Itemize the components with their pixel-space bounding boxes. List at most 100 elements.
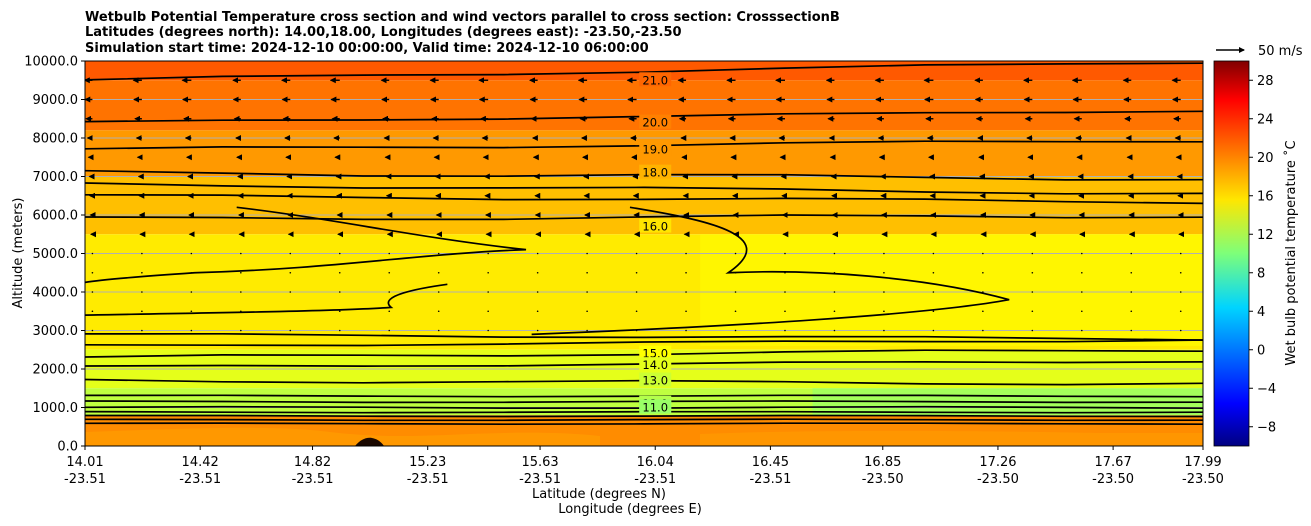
wind-vector	[784, 271, 786, 274]
x-tick-label-2: -23.51	[179, 472, 221, 487]
y-tick-label: 4000.0	[33, 286, 79, 301]
wind-vector	[883, 291, 885, 293]
chart-title-line-1: Wetbulb Potential Temperature cross sect…	[85, 10, 840, 25]
wind-vector	[586, 310, 588, 313]
wind-vector	[932, 271, 935, 274]
contour-label-bg	[639, 218, 672, 233]
contour-line	[85, 193, 1203, 205]
wind-vector	[982, 291, 984, 293]
surface-warm-patch	[85, 427, 600, 446]
wind-vector	[141, 252, 143, 255]
wind-vector	[190, 310, 193, 313]
colorbar-tick-label: 0	[1257, 343, 1265, 358]
wind-vector	[240, 310, 242, 313]
wind-vector	[734, 291, 737, 293]
contour-labels: 21.020.019.018.016.015.014.013.012.011.0	[639, 72, 672, 415]
wind-vector	[141, 310, 143, 313]
wind-vector	[1179, 329, 1182, 332]
wind-vector	[635, 291, 638, 293]
contour-label-bg	[639, 114, 672, 129]
y-tick-label: 7000.0	[33, 170, 79, 185]
wind-vector	[1130, 271, 1133, 274]
x-tick-label-2: -23.51	[634, 472, 676, 487]
x-axis-label: Latitude (degrees N)	[532, 487, 666, 502]
wind-vector	[1081, 271, 1083, 274]
contour-line	[85, 62, 1203, 81]
colorbar-tick-label: −4	[1257, 382, 1276, 397]
wind-vector	[536, 291, 539, 293]
colorbar-label: Wet bulb potential temperature ˚C	[1283, 140, 1299, 365]
contour-label: 11.0	[642, 401, 668, 415]
wind-vector	[1130, 329, 1133, 332]
colorbar-tick-label: 20	[1257, 151, 1274, 166]
wind-vector	[1081, 291, 1083, 293]
contour-line	[85, 206, 527, 284]
wind-vector	[240, 329, 242, 332]
wind-vector	[388, 291, 391, 293]
contour-label-bg	[639, 399, 672, 414]
wind-vector	[487, 271, 489, 274]
y-tick-label: 1000.0	[33, 401, 79, 416]
wind-vector	[190, 271, 193, 274]
contour-label-bg	[639, 345, 672, 360]
wind-vector	[240, 271, 242, 274]
y-tick-label: 9000.0	[33, 93, 79, 108]
wind-vector	[833, 291, 836, 293]
wind-vector	[487, 252, 489, 255]
wind-vector	[635, 310, 638, 313]
wind-vector	[586, 291, 588, 293]
wind-vector	[437, 252, 440, 255]
surface-warm-patch	[700, 430, 1203, 446]
wind-vector	[1179, 310, 1182, 313]
contour-line	[85, 414, 1203, 418]
wind-vector	[338, 310, 341, 313]
wind-vector	[586, 329, 588, 332]
wind-vector	[289, 329, 292, 332]
x-tick-label-2: -23.50	[1092, 472, 1134, 487]
contour-label-bg	[639, 372, 672, 387]
wind-vector	[635, 252, 638, 255]
wind-vector	[388, 310, 391, 313]
colorbar-tick-label: 12	[1257, 228, 1274, 243]
wind-vector	[1031, 252, 1034, 255]
wind-vector	[437, 271, 440, 274]
wind-vector	[536, 329, 539, 332]
wind-vector	[833, 252, 836, 255]
wind-vector	[437, 310, 440, 313]
colorbar	[1213, 60, 1250, 447]
colorbar-tick-label: 24	[1257, 112, 1274, 127]
wind-vector	[635, 329, 638, 332]
wind-vector	[536, 252, 539, 255]
wind-vector	[536, 271, 539, 274]
wind-vector	[586, 271, 588, 274]
y-tick-label: 10000.0	[24, 55, 78, 70]
wind-vector	[240, 252, 242, 255]
wind-vector	[141, 271, 143, 274]
x-tick-label: 15.63	[521, 455, 558, 470]
wind-vector	[91, 252, 94, 255]
wind-vector	[289, 252, 292, 255]
fill-patch	[700, 234, 1203, 346]
x-tick-label: 17.26	[979, 455, 1016, 470]
contour-label: 18.0	[642, 166, 668, 180]
wind-vector	[91, 329, 94, 332]
contour-line	[85, 418, 1203, 422]
wind-vector	[1179, 291, 1182, 293]
wind-vector	[487, 329, 489, 332]
wind-vector	[1081, 310, 1083, 313]
wind-vector	[883, 329, 885, 332]
wind-vector	[487, 291, 489, 293]
x-tick-label: 14.82	[294, 455, 331, 470]
contour-line	[85, 283, 448, 316]
y-tick-label: 8000.0	[33, 132, 79, 147]
wind-vector	[784, 291, 786, 293]
wind-vector	[338, 291, 341, 293]
wind-vector	[1031, 291, 1034, 293]
wind-vector	[289, 310, 292, 313]
x-tick-label-2: -23.51	[292, 472, 334, 487]
y-tick-label: 0.0	[57, 440, 78, 455]
wind-vector	[1031, 310, 1034, 313]
contour-label-bg	[639, 164, 672, 179]
wind-vector	[338, 329, 341, 332]
